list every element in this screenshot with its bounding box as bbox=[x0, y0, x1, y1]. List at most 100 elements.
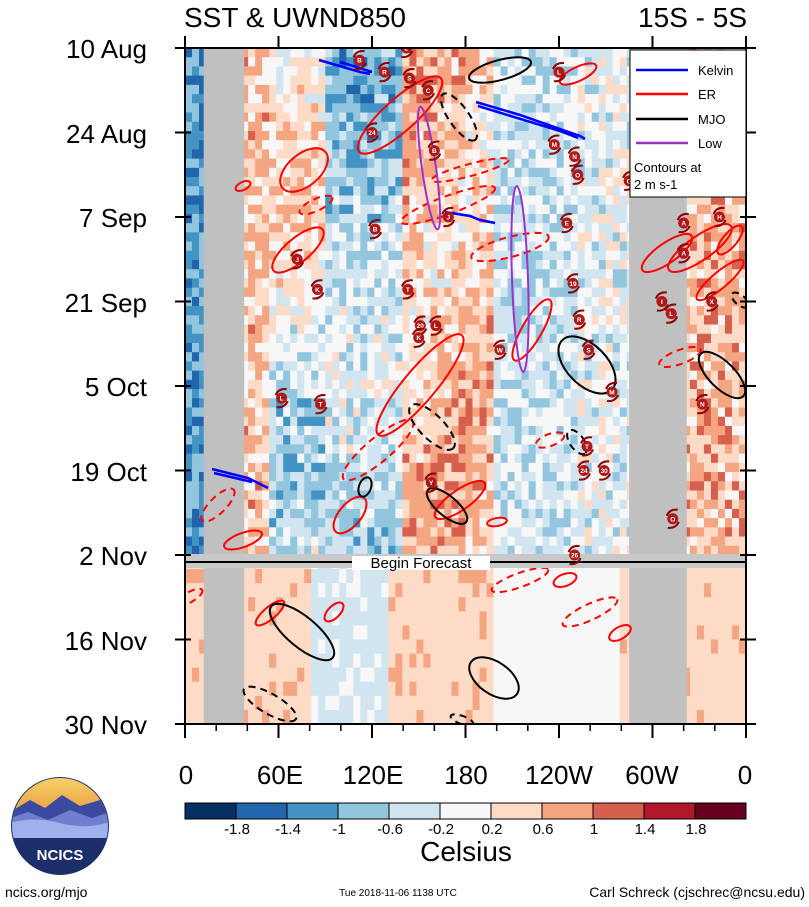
heatmap-cell bbox=[612, 57, 621, 68]
heatmap-cell bbox=[612, 167, 621, 178]
heatmap-cell bbox=[304, 425, 312, 436]
heatmap-cell bbox=[248, 536, 256, 547]
heatmap-cell bbox=[591, 315, 600, 326]
heatmap-cell bbox=[318, 130, 326, 141]
heatmap-cell bbox=[339, 195, 347, 206]
heatmap-cell bbox=[318, 625, 326, 641]
heatmap-cell bbox=[367, 94, 375, 104]
heatmap-cell bbox=[437, 204, 446, 215]
heatmap-cell bbox=[605, 472, 614, 482]
heatmap-cell bbox=[570, 527, 579, 538]
heatmap-cell bbox=[696, 306, 705, 316]
heatmap-cell bbox=[325, 149, 333, 160]
heatmap-cell bbox=[192, 379, 200, 390]
heatmap-cell bbox=[290, 472, 298, 482]
heatmap-cell bbox=[472, 287, 481, 298]
heatmap-cell bbox=[255, 177, 263, 187]
heatmap-cell bbox=[262, 167, 270, 178]
heatmap-cell bbox=[248, 306, 256, 316]
heatmap-cell bbox=[591, 407, 600, 418]
heatmap-cell bbox=[612, 48, 621, 58]
heatmap-cell bbox=[731, 379, 740, 390]
heatmap-cell bbox=[696, 499, 705, 510]
heatmap-cell bbox=[374, 389, 382, 399]
heatmap-cell bbox=[353, 583, 361, 598]
heatmap-cell bbox=[542, 444, 551, 455]
heatmap-cell bbox=[507, 462, 516, 473]
heatmap-cell bbox=[332, 204, 340, 215]
heatmap-cell bbox=[570, 472, 579, 482]
heatmap-cell bbox=[269, 352, 277, 363]
heatmap-cell bbox=[388, 130, 396, 141]
heatmap-cell bbox=[689, 315, 698, 326]
heatmap-cell bbox=[584, 518, 593, 528]
heatmap-cell bbox=[416, 84, 425, 95]
heatmap-cell bbox=[262, 569, 270, 584]
heatmap-cell bbox=[486, 158, 495, 169]
heatmap-cell bbox=[556, 342, 565, 353]
heatmap-cell bbox=[199, 260, 207, 270]
heatmap-cell bbox=[297, 278, 305, 289]
heatmap-cell bbox=[696, 379, 705, 390]
heatmap-cell bbox=[584, 167, 593, 178]
heatmap-cell bbox=[591, 121, 600, 132]
heatmap-cell bbox=[514, 75, 523, 86]
heatmap-cell bbox=[255, 625, 263, 641]
heatmap-cell bbox=[479, 75, 488, 86]
heatmap-cell bbox=[409, 435, 418, 445]
heatmap-cell bbox=[325, 177, 333, 187]
heatmap-cell bbox=[612, 361, 621, 372]
heatmap-cell bbox=[724, 407, 733, 418]
heatmap-cell bbox=[535, 48, 544, 58]
heatmap-cell bbox=[612, 195, 621, 206]
heatmap-cell bbox=[542, 453, 551, 464]
heatmap-cell bbox=[346, 48, 354, 58]
heatmap-cell bbox=[479, 536, 488, 547]
heatmap-cell bbox=[430, 84, 439, 95]
heatmap-cell bbox=[542, 569, 551, 584]
heatmap-cell bbox=[360, 499, 368, 510]
heatmap-cell bbox=[612, 545, 621, 556]
heatmap-cell bbox=[451, 177, 460, 187]
heatmap-cell bbox=[444, 296, 453, 307]
heatmap-cell bbox=[381, 435, 389, 445]
heatmap-cell bbox=[192, 333, 200, 344]
heatmap-cell bbox=[619, 121, 628, 132]
heatmap-cell bbox=[339, 186, 347, 197]
heatmap-cell bbox=[255, 204, 263, 215]
heatmap-cell bbox=[472, 204, 481, 215]
heatmap-cell bbox=[549, 536, 558, 547]
heatmap-cell bbox=[598, 435, 607, 445]
heatmap-cell bbox=[416, 518, 425, 528]
heatmap-cell bbox=[262, 296, 270, 307]
heatmap-cell bbox=[304, 149, 312, 160]
heatmap-cell bbox=[703, 379, 712, 390]
heatmap-cell bbox=[395, 140, 403, 150]
heatmap-cell bbox=[591, 204, 600, 215]
heatmap-cell bbox=[255, 518, 263, 528]
heatmap-cell bbox=[290, 416, 298, 427]
heatmap-cell bbox=[444, 186, 453, 197]
heatmap-cell bbox=[563, 195, 572, 206]
heatmap-cell bbox=[570, 84, 579, 95]
heatmap-cell bbox=[185, 140, 193, 150]
heatmap-cell bbox=[430, 352, 439, 363]
heatmap-cell bbox=[465, 112, 474, 123]
heatmap-cell bbox=[248, 379, 256, 390]
heatmap-cell bbox=[731, 435, 740, 445]
heatmap-cell bbox=[724, 444, 733, 455]
heatmap-cell bbox=[500, 361, 509, 372]
heatmap-cell bbox=[255, 250, 263, 261]
heatmap-cell bbox=[304, 306, 312, 316]
heatmap-cell bbox=[353, 94, 361, 104]
heatmap-cell bbox=[318, 583, 326, 598]
heatmap-cell bbox=[423, 149, 432, 160]
heatmap-cell bbox=[241, 130, 249, 141]
heatmap-cell bbox=[297, 545, 305, 556]
heatmap-cell bbox=[493, 66, 502, 77]
heatmap-cell bbox=[409, 186, 418, 197]
heatmap-cell bbox=[297, 352, 305, 363]
heatmap-cell bbox=[542, 213, 551, 224]
heatmap-cell bbox=[577, 324, 586, 335]
